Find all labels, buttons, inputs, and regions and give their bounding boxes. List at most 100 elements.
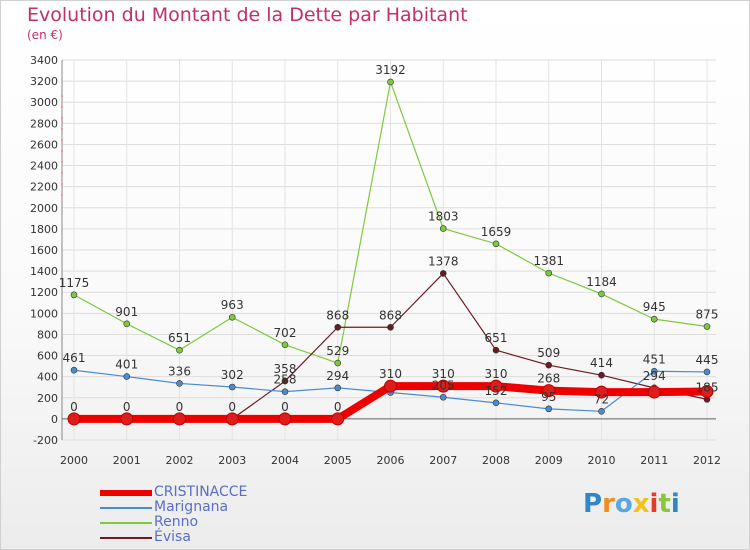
- data-label-evisa: 294: [643, 369, 666, 383]
- data-point-evisa: [598, 371, 605, 379]
- data-point-cristinacce: [278, 412, 292, 426]
- x-tick-label: 2002: [166, 454, 194, 467]
- data-label-evisa: 651: [485, 331, 508, 345]
- data-point-marignana: [545, 405, 553, 413]
- y-tick-label: 3000: [30, 96, 58, 109]
- data-point-renno: [545, 269, 553, 277]
- y-tick-label: 200: [37, 392, 58, 405]
- data-point-marignana: [439, 393, 447, 401]
- data-point-cristinacce: [120, 412, 134, 426]
- data-point-marignana: [650, 367, 658, 375]
- data-label-evisa: 509: [537, 346, 560, 360]
- data-point-marignana: [176, 380, 183, 387]
- logo-letter: P: [583, 489, 603, 519]
- y-tick-label: 2800: [30, 117, 58, 130]
- x-tick-label: 2011: [640, 454, 668, 467]
- legend-item-cristinacce: CRISTINACCE: [100, 484, 320, 500]
- data-label-marignana: 205: [432, 378, 455, 392]
- data-label-evisa: 185: [696, 380, 719, 394]
- data-point-cristinacce: [647, 385, 661, 399]
- data-label-cristinacce: 268: [537, 372, 560, 386]
- data-label-renno: 1803: [428, 210, 459, 224]
- logo-letter: t: [658, 489, 671, 519]
- data-label-renno: 1184: [586, 275, 617, 289]
- data-point-evisa: [439, 270, 447, 277]
- x-tick-label: 2008: [482, 454, 510, 467]
- logo-letter: i: [649, 489, 659, 519]
- data-point-marignana: [281, 388, 289, 395]
- legend-item-evisa: Évisa: [100, 529, 320, 545]
- data-label-marignana: 95: [541, 390, 556, 404]
- data-label-marignana: 152: [485, 384, 508, 398]
- data-point-cristinacce: [595, 385, 608, 399]
- data-point-renno: [228, 313, 236, 321]
- data-point-evisa: [387, 323, 394, 331]
- x-tick-label: 2009: [535, 454, 563, 467]
- x-tick-label: 2007: [429, 454, 457, 467]
- x-tick-label: 2010: [588, 454, 616, 467]
- logo-letter: x: [632, 489, 650, 519]
- data-label-marignana: 294: [326, 369, 349, 383]
- legend-swatch-cristinacce: [100, 490, 152, 496]
- data-label-evisa: 358: [274, 362, 297, 376]
- y-tick-label: 1800: [30, 223, 58, 236]
- data-point-evisa: [492, 346, 500, 354]
- chart-title: Evolution du Montant de la Dette par Hab…: [27, 4, 468, 26]
- y-tick-label: 800: [37, 328, 58, 341]
- data-label-renno: 945: [643, 300, 666, 314]
- data-point-renno: [703, 323, 711, 330]
- legend-item-renno: Renno: [100, 514, 320, 530]
- data-point-cristinacce: [436, 379, 450, 393]
- data-label-renno: 1659: [481, 225, 512, 239]
- data-label-marignana: 336: [168, 364, 191, 378]
- y-tick-label: 1200: [30, 286, 58, 299]
- chart-subtitle: (en €): [27, 28, 63, 42]
- data-label-renno: 529: [326, 344, 349, 358]
- x-tick-label: 2006: [377, 454, 405, 467]
- x-tick-label: 2001: [113, 454, 141, 467]
- legend-swatch-marignana: [100, 507, 152, 509]
- data-label-cristinacce: 0: [228, 400, 236, 414]
- legend-label-marignana: Marignana: [154, 499, 229, 515]
- data-label-cristinacce: 0: [123, 400, 131, 414]
- data-label-renno: 963: [221, 298, 244, 312]
- y-tick-label: 1000: [30, 307, 58, 320]
- y-tick-label: -200: [33, 434, 58, 447]
- data-point-evisa: [334, 323, 342, 331]
- data-point-cristinacce: [67, 412, 81, 426]
- data-point-cristinacce: [489, 379, 503, 393]
- data-point-renno: [70, 291, 78, 299]
- logo-letter: o: [614, 489, 633, 519]
- data-point-cristinacce: [331, 412, 345, 426]
- legend-label-renno: Renno: [154, 514, 199, 530]
- data-point-renno: [123, 320, 131, 328]
- proxiti-logo: Proxiti: [583, 489, 680, 519]
- data-label-renno: 1175: [59, 276, 90, 290]
- y-tick-label: 0: [51, 413, 58, 426]
- x-tick-label: 2003: [218, 454, 246, 467]
- data-label-renno: 651: [168, 331, 191, 345]
- data-label-renno: 875: [696, 308, 719, 322]
- data-label-evisa: 414: [590, 356, 613, 370]
- data-point-marignana: [598, 407, 605, 415]
- y-tick-label: 400: [37, 371, 58, 384]
- y-tick-label: 1400: [30, 265, 58, 278]
- data-point-cristinacce: [225, 412, 239, 426]
- data-label-cristinacce: 0: [281, 400, 289, 414]
- data-label-evisa: 868: [379, 308, 402, 322]
- y-tick-label: 3200: [30, 75, 58, 88]
- data-label-renno: 1381: [533, 254, 564, 268]
- data-point-marignana: [492, 399, 500, 407]
- legend-label-cristinacce: CRISTINACCE: [154, 484, 248, 500]
- logo-letter: r: [602, 489, 615, 519]
- data-point-marignana: [228, 383, 236, 391]
- legend-swatch-evisa: [100, 537, 152, 539]
- data-label-marignana: 258: [274, 373, 297, 387]
- data-label-marignana: 461: [63, 351, 86, 365]
- data-label-renno: 702: [274, 326, 297, 340]
- y-tick-label: 2600: [30, 138, 58, 151]
- data-label-cristinacce: 0: [70, 400, 78, 414]
- y-tick-label: 2200: [30, 181, 58, 194]
- data-label-cristinacce: 310: [432, 367, 455, 381]
- data-label-cristinacce: 0: [176, 400, 184, 414]
